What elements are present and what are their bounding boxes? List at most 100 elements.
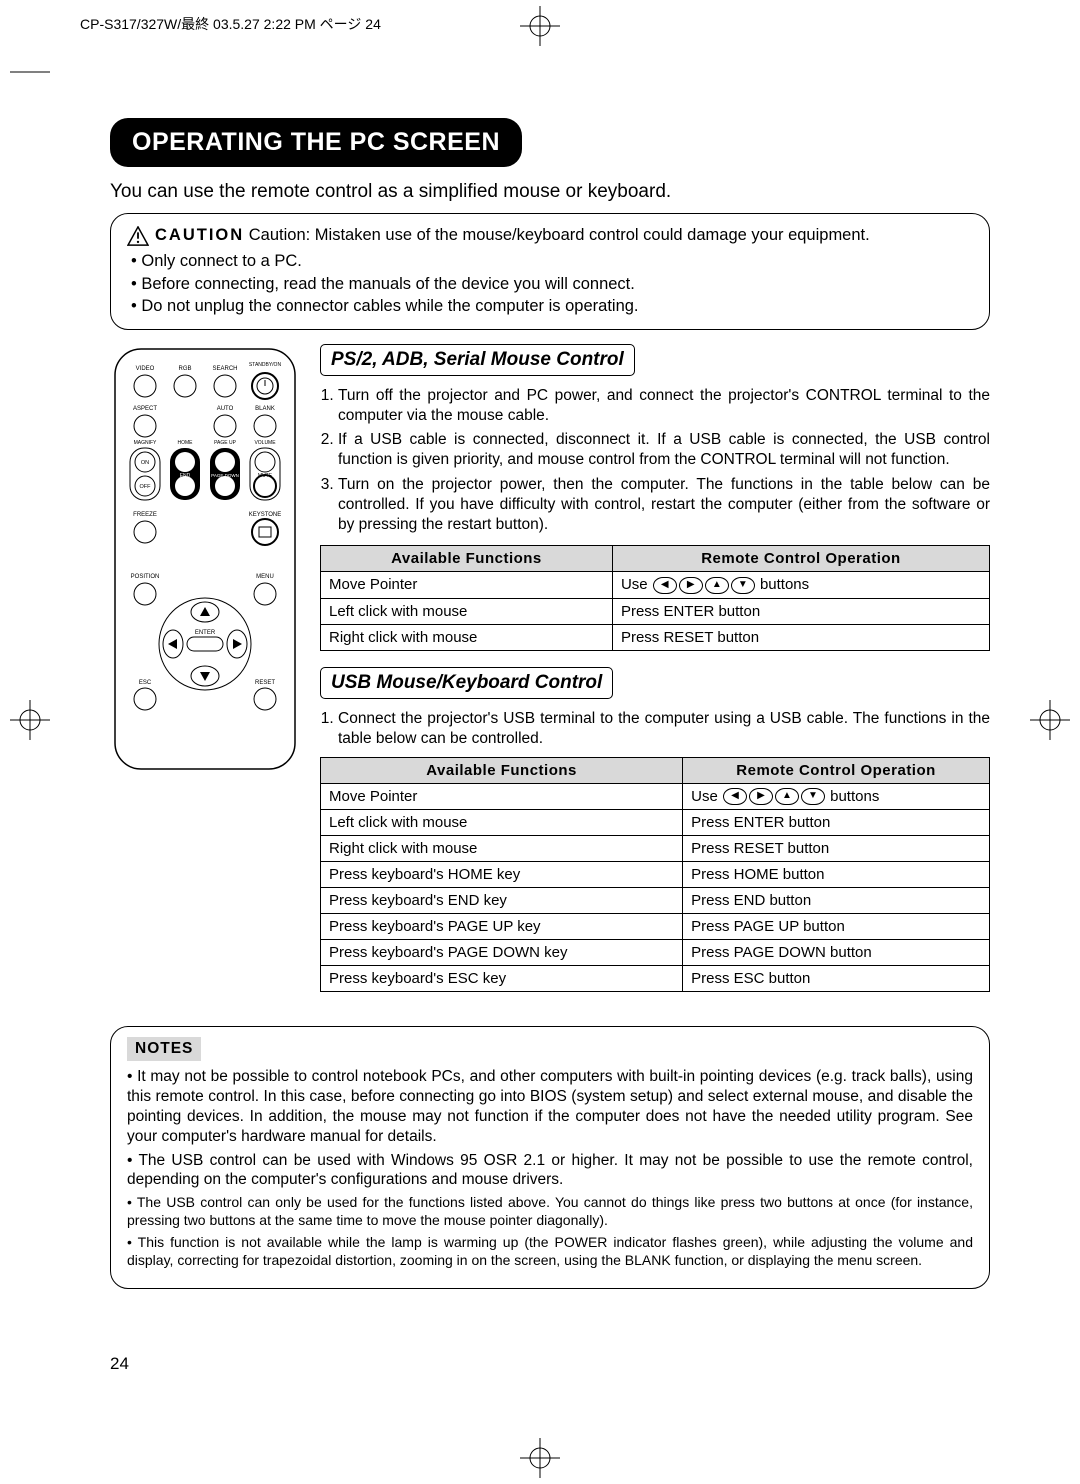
section1-item: If a USB cable is connected, disconnect … bbox=[338, 430, 990, 470]
svg-text:ENTER: ENTER bbox=[195, 630, 216, 636]
svg-text:MUTE: MUTE bbox=[258, 473, 273, 479]
table-row: Move PointerUse ◀▶▲▼ buttons bbox=[321, 572, 990, 599]
svg-text:AUTO: AUTO bbox=[217, 406, 234, 412]
table-cell: Press keyboard's PAGE DOWN key bbox=[321, 940, 683, 966]
remote-svg: VIDEO RGB SEARCH STANDBY/ON ASPECT AUTO … bbox=[110, 344, 300, 774]
table-row: Press keyboard's ESC keyPress ESC button bbox=[321, 966, 990, 992]
caution-lead: Caution: Mistaken use of the mouse/keybo… bbox=[249, 226, 870, 244]
caution-box: CAUTION Caution: Mistaken use of the mou… bbox=[110, 213, 990, 330]
crop-mark-bottom bbox=[520, 1438, 560, 1478]
svg-text:SEARCH: SEARCH bbox=[212, 366, 237, 372]
table-cell: Right click with mouse bbox=[321, 624, 613, 650]
section2-heading: USB Mouse/Keyboard Control bbox=[320, 667, 613, 699]
table-row: Right click with mousePress RESET button bbox=[321, 836, 990, 862]
section1-item: Turn off the projector and PC power, and… bbox=[338, 386, 990, 426]
direction-button-icon: ▼ bbox=[801, 788, 825, 805]
caution-bullet: Only connect to a PC. bbox=[131, 250, 973, 272]
crop-mark-right bbox=[1030, 700, 1070, 740]
caution-label: CAUTION bbox=[155, 226, 244, 244]
svg-text:RGB: RGB bbox=[178, 366, 191, 372]
section1-heading: PS/2, ADB, Serial Mouse Control bbox=[320, 344, 635, 376]
table-cell: Use ◀▶▲▼ buttons bbox=[612, 572, 989, 599]
table-cell: Use ◀▶▲▼ buttons bbox=[683, 783, 990, 810]
page-title: OPERATING THE PC SCREEN bbox=[110, 118, 522, 167]
svg-text:RESET: RESET bbox=[255, 680, 275, 686]
table-header: Remote Control Operation bbox=[612, 546, 989, 572]
svg-text:POSITION: POSITION bbox=[131, 574, 160, 580]
svg-text:HOME: HOME bbox=[178, 440, 194, 446]
section1-table: Available FunctionsRemote Control Operat… bbox=[320, 545, 990, 651]
notes-label: NOTES bbox=[127, 1037, 201, 1061]
table-cell: Press HOME button bbox=[683, 862, 990, 888]
content-area: OPERATING THE PC SCREEN You can use the … bbox=[110, 118, 990, 1289]
svg-text:ON: ON bbox=[141, 460, 149, 466]
table-header: Remote Control Operation bbox=[683, 757, 990, 783]
print-header: CP-S317/327W/最終 03.5.27 2:22 PM ページ 24 bbox=[80, 14, 381, 34]
page-number: 24 bbox=[110, 1354, 129, 1374]
svg-text:MENU: MENU bbox=[256, 574, 274, 580]
notes-item: It may not be possible to control notebo… bbox=[127, 1067, 973, 1146]
direction-button-icon: ▶ bbox=[749, 788, 773, 805]
direction-button-icon: ▲ bbox=[775, 788, 799, 805]
section2-desc: Connect the projector's USB terminal to … bbox=[320, 709, 990, 749]
table-row: Left click with mousePress ENTER button bbox=[321, 810, 990, 836]
svg-text:ESC: ESC bbox=[139, 680, 152, 686]
crop-mark-top bbox=[520, 6, 560, 46]
svg-text:VIDEO: VIDEO bbox=[136, 366, 155, 372]
svg-text:VOLUME: VOLUME bbox=[254, 440, 276, 446]
table-cell: Press ENTER button bbox=[683, 810, 990, 836]
caution-bullet: Before connecting, read the manuals of t… bbox=[131, 273, 973, 295]
caution-bullets: Only connect to a PC.Before connecting, … bbox=[131, 250, 973, 317]
table-row: Left click with mousePress ENTER button bbox=[321, 598, 990, 624]
table-cell: Press keyboard's PAGE UP key bbox=[321, 914, 683, 940]
direction-button-icon: ◀ bbox=[653, 577, 677, 594]
table-cell: Press ENTER button bbox=[612, 598, 989, 624]
svg-text:MAGNIFY: MAGNIFY bbox=[134, 440, 157, 446]
table-row: Right click with mousePress RESET button bbox=[321, 624, 990, 650]
section1-item: Turn on the projector power, then the co… bbox=[338, 475, 990, 535]
table-row: Press keyboard's PAGE DOWN keyPress PAGE… bbox=[321, 940, 990, 966]
table-cell: Press keyboard's END key bbox=[321, 888, 683, 914]
table-cell: Press PAGE DOWN button bbox=[683, 940, 990, 966]
crop-mark-left bbox=[10, 700, 50, 740]
notes-item: The USB control can be used with Windows… bbox=[127, 1151, 973, 1191]
caution-bullet: Do not unplug the connector cables while… bbox=[131, 295, 973, 317]
table-row: Move PointerUse ◀▶▲▼ buttons bbox=[321, 783, 990, 810]
table-cell: Left click with mouse bbox=[321, 810, 683, 836]
table-cell: Press PAGE UP button bbox=[683, 914, 990, 940]
svg-text:END: END bbox=[180, 473, 191, 479]
table-cell: Press RESET button bbox=[612, 624, 989, 650]
notes-box: NOTES It may not be possible to control … bbox=[110, 1026, 990, 1288]
svg-text:KEYSTONE: KEYSTONE bbox=[249, 512, 282, 518]
notes-item: This function is not available while the… bbox=[127, 1234, 973, 1270]
svg-text:PAGE DOWN: PAGE DOWN bbox=[211, 473, 239, 478]
crop-mark-left-top bbox=[10, 62, 50, 82]
section1-list: Turn off the projector and PC power, and… bbox=[320, 386, 990, 535]
svg-text:ASPECT: ASPECT bbox=[133, 406, 157, 412]
table-cell: Right click with mouse bbox=[321, 836, 683, 862]
notes-list: It may not be possible to control notebo… bbox=[127, 1067, 973, 1270]
section2-table: Available FunctionsRemote Control Operat… bbox=[320, 757, 990, 993]
direction-button-icon: ▲ bbox=[705, 577, 729, 594]
right-column: PS/2, ADB, Serial Mouse Control Turn off… bbox=[320, 344, 990, 1008]
table-cell: Left click with mouse bbox=[321, 598, 613, 624]
warning-icon bbox=[127, 226, 149, 246]
table-cell: Move Pointer bbox=[321, 783, 683, 810]
direction-button-icon: ◀ bbox=[723, 788, 747, 805]
table-cell: Press ESC button bbox=[683, 966, 990, 992]
notes-item: The USB control can only be used for the… bbox=[127, 1194, 973, 1230]
svg-text:BLANK: BLANK bbox=[255, 406, 275, 412]
table-cell: Press END button bbox=[683, 888, 990, 914]
svg-text:PAGE UP: PAGE UP bbox=[214, 440, 237, 446]
direction-button-icon: ▶ bbox=[679, 577, 703, 594]
remote-figure: VIDEO RGB SEARCH STANDBY/ON ASPECT AUTO … bbox=[110, 344, 300, 1008]
table-row: Press keyboard's HOME keyPress HOME butt… bbox=[321, 862, 990, 888]
table-cell: Press keyboard's HOME key bbox=[321, 862, 683, 888]
table-cell: Press keyboard's ESC key bbox=[321, 966, 683, 992]
table-header: Available Functions bbox=[321, 757, 683, 783]
caution-first-line: CAUTION Caution: Mistaken use of the mou… bbox=[127, 224, 973, 246]
table-cell: Move Pointer bbox=[321, 572, 613, 599]
svg-text:STANDBY/ON: STANDBY/ON bbox=[249, 362, 282, 368]
intro-text: You can use the remote control as a simp… bbox=[110, 181, 990, 203]
table-cell: Press RESET button bbox=[683, 836, 990, 862]
